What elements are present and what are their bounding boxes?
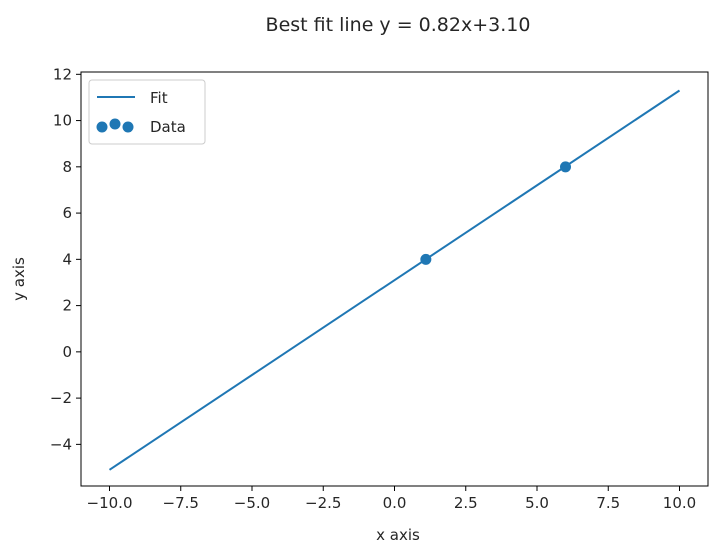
x-tick-label: 5.0 (525, 494, 549, 512)
legend-fit-label: Fit (150, 89, 168, 107)
x-tick-label: 2.5 (454, 494, 478, 512)
y-ticks: −4 −2 0 2 4 6 8 10 12 (50, 65, 81, 453)
y-tick-label: 0 (62, 343, 72, 361)
x-ticks: −10.0 −7.5 −5.0 −2.5 0.0 2.5 5.0 7.5 10.0 (87, 486, 696, 512)
legend-data-marker (122, 121, 134, 133)
fit-line (108, 89, 681, 471)
data-point (560, 161, 571, 173)
data-point (420, 253, 432, 265)
y-tick-label: 8 (62, 158, 72, 176)
legend-data-label: Data (150, 118, 186, 136)
legend-data-marker (96, 121, 108, 133)
y-tick-label: 10 (53, 112, 72, 130)
x-tick-label: 10.0 (663, 494, 696, 512)
y-tick-label: 12 (53, 65, 72, 83)
x-tick-label: −7.5 (163, 494, 199, 512)
y-tick-label: −4 (50, 435, 72, 453)
y-tick-label: −2 (50, 389, 72, 407)
y-axis-label: y axis (10, 257, 28, 301)
y-tick-label: 4 (62, 250, 72, 268)
legend: Fit Data (88, 79, 206, 145)
legend-data-marker (109, 118, 121, 130)
x-axis-label: x axis (376, 526, 420, 544)
plot-area (108, 89, 681, 471)
x-tick-label: −2.5 (305, 494, 341, 512)
x-tick-label: −5.0 (234, 494, 270, 512)
legend-box (88, 79, 206, 145)
x-tick-label: 7.5 (596, 494, 620, 512)
y-tick-label: 6 (62, 204, 72, 222)
y-tick-label: 2 (62, 297, 72, 315)
x-tick-label: 0.0 (383, 494, 407, 512)
x-tick-label: −10.0 (87, 494, 133, 512)
chart-title: Best fit line y = 0.82x+3.10 (266, 14, 531, 36)
